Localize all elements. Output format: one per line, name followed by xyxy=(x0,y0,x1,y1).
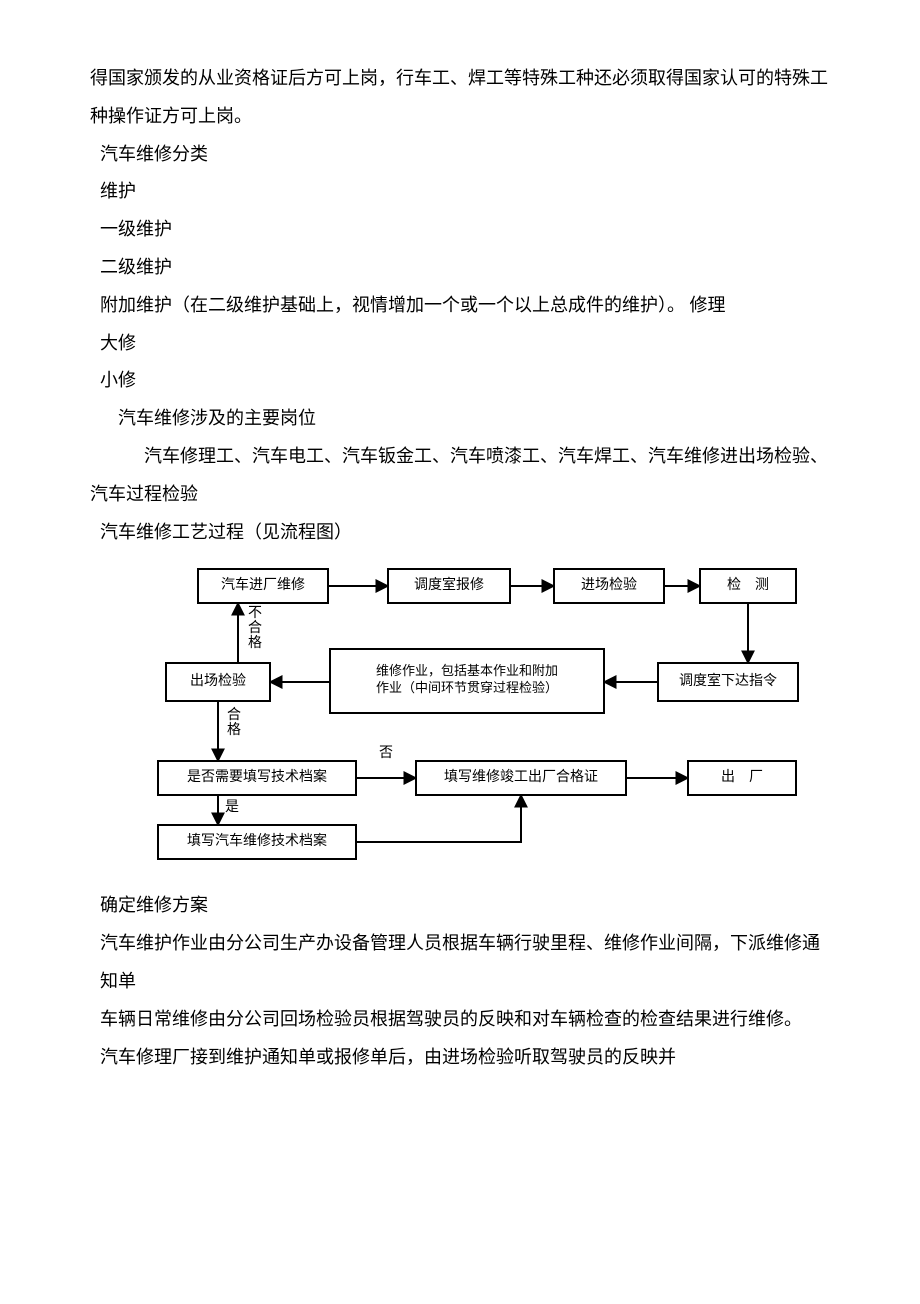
svg-text:调度室下达指令: 调度室下达指令 xyxy=(679,672,777,689)
paragraph: 汽车维修工艺过程（见流程图） xyxy=(90,514,830,552)
paragraph: 汽车维护作业由分公司生产办设备管理人员根据车辆行驶里程、维修作业间隔，下派维修通… xyxy=(90,925,830,1001)
svg-text:进场检验: 进场检验 xyxy=(581,577,637,593)
paragraph-text: 汽车修理工、汽车电工、汽车钣金工、汽车喷漆工、汽车焊工、汽车维修进出场检验、汽车… xyxy=(90,446,828,504)
paragraph: 汽车维修涉及的主要岗位 xyxy=(90,400,830,438)
paragraph: 得国家颁发的从业资格证后方可上岗，行车工、焊工等特殊工种还必须取得国家认可的特殊… xyxy=(90,60,830,136)
paragraph: 二级维护 xyxy=(90,249,830,287)
svg-text:调度室报修: 调度室报修 xyxy=(414,576,484,593)
paragraph: 确定维修方案 xyxy=(90,887,830,925)
svg-text:填写维修竣工出厂合格证: 填写维修竣工出厂合格证 xyxy=(444,769,598,785)
svg-text:汽车进厂维修: 汽车进厂维修 xyxy=(221,576,305,593)
paragraph: 汽车修理工、汽车电工、汽车钣金工、汽车喷漆工、汽车焊工、汽车维修进出场检验、汽车… xyxy=(90,438,830,514)
svg-text:格: 格 xyxy=(227,722,241,738)
paragraph: 汽车维修分类 xyxy=(90,136,830,174)
svg-text:出 厂: 出 厂 xyxy=(721,769,763,785)
paragraph: 小修 xyxy=(90,362,830,400)
paragraph: 附加维护（在二级维护基础上，视情增加一个或一个以上总成件的维护）。 修理 xyxy=(90,287,830,325)
paragraph: 大修 xyxy=(90,325,830,363)
paragraph: 维护 xyxy=(90,173,830,211)
paragraph: 车辆日常维修由分公司回场检验员根据驾驶员的反映和对车辆检查的检查结果进行维修。 xyxy=(90,1001,830,1039)
svg-text:是: 是 xyxy=(225,800,239,815)
paragraph: 一级维护 xyxy=(90,211,830,249)
svg-text:维修作业，包括基本作业和附加: 维修作业，包括基本作业和附加 xyxy=(376,663,558,678)
svg-text:是否需要填写技术档案: 是否需要填写技术档案 xyxy=(187,768,327,785)
svg-text:出场检验: 出场检验 xyxy=(190,673,246,689)
svg-text:合: 合 xyxy=(227,707,241,723)
document-page: 得国家颁发的从业资格证后方可上岗，行车工、焊工等特殊工种还必须取得国家认可的特殊… xyxy=(0,0,920,1136)
flowchart: 汽车进厂维修 调度室报修 进场检验 检 测出场检验 维修作业，包括基本作业和附加作业（中… xyxy=(100,559,820,869)
svg-text:作业（中间环节贯穿过程检验）: 作业（中间环节贯穿过程检验） xyxy=(376,680,558,695)
svg-text:填写汽车维修技术档案: 填写汽车维修技术档案 xyxy=(187,832,327,849)
svg-text:不: 不 xyxy=(248,606,262,621)
svg-text:检 测: 检 测 xyxy=(727,577,769,593)
flowchart-container: 汽车进厂维修 调度室报修 进场检验 检 测出场检验 维修作业，包括基本作业和附加作业（中… xyxy=(90,559,830,869)
svg-text:否: 否 xyxy=(379,746,393,761)
paragraph: 汽车修理厂接到维护通知单或报修单后，由进场检验听取驾驶员的反映并 xyxy=(90,1039,830,1077)
svg-text:格: 格 xyxy=(248,635,262,651)
svg-text:合: 合 xyxy=(248,620,262,636)
